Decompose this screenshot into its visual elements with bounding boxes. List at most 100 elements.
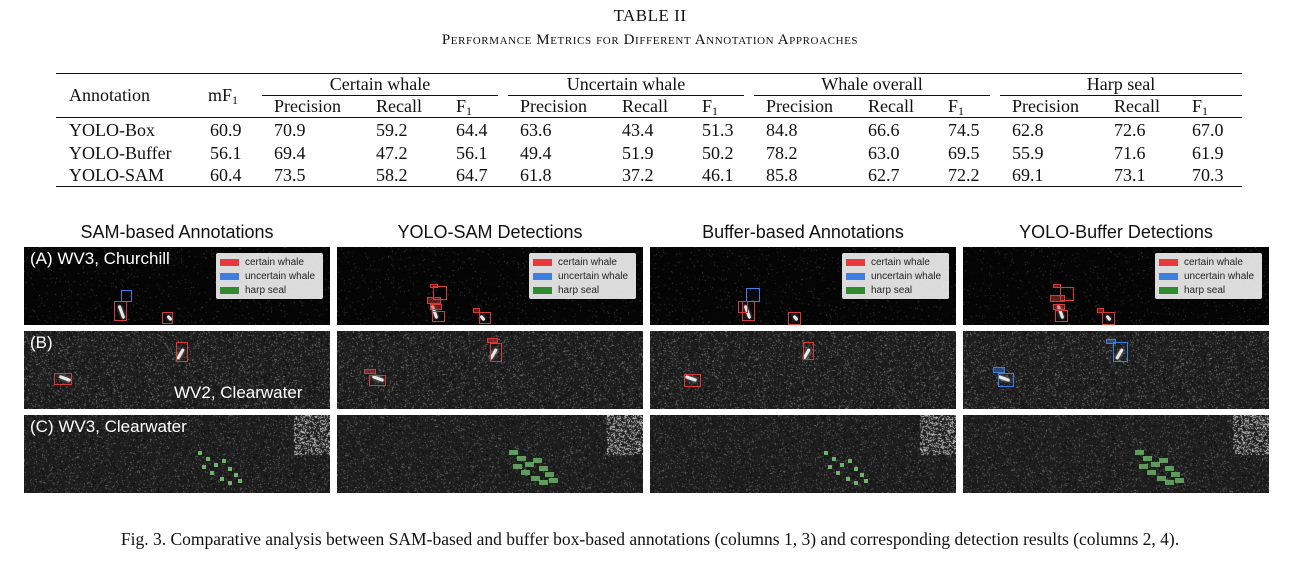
bounding-box (430, 304, 442, 310)
seal-annotation (846, 477, 850, 481)
image-panel-r1-c2 (650, 331, 956, 409)
seal-annotation (854, 467, 858, 471)
legend-swatch (1159, 272, 1178, 280)
legend: certain whale uncertain whale harp seal (529, 253, 636, 299)
cell-r0-c6: 84.8 (766, 120, 798, 140)
cell-r2-c6: 85.8 (766, 165, 798, 185)
cell-r0-c3: 63.6 (520, 120, 552, 140)
image-panel-r1-c1 (337, 331, 643, 409)
bounding-box (1102, 312, 1115, 325)
seal-detection (1171, 472, 1180, 477)
seal-detection (509, 450, 518, 455)
cell-r0-c1: 59.2 (376, 120, 408, 140)
cell-r0-c2: 64.4 (456, 120, 488, 140)
cell-r1-c1: 47.2 (376, 143, 408, 163)
satellite-texture (650, 415, 956, 493)
legend-entry: uncertain whale (1159, 270, 1254, 283)
bounding-box (1055, 310, 1068, 322)
cell-r2-c11: 70.3 (1192, 165, 1224, 185)
seal-detection (1151, 462, 1160, 467)
seal-detection (1165, 480, 1174, 485)
seal-annotation (202, 465, 206, 469)
image-panel-r1-c3 (963, 331, 1269, 409)
legend-entry: certain whale (1159, 256, 1243, 269)
seal-detection (1157, 476, 1166, 481)
seal-annotation (824, 451, 828, 455)
row-mf1-1: 56.1 (210, 143, 242, 163)
satellite-texture (24, 331, 330, 409)
seal-detection (531, 476, 540, 481)
seal-detection (1147, 470, 1156, 475)
seal-detection (517, 456, 526, 461)
box-fill (430, 284, 438, 288)
legend-entry: uncertain whale (220, 270, 315, 283)
table-top-rule (56, 73, 1242, 74)
subheader-4: Recall (622, 96, 668, 116)
subheader-10: Recall (1114, 96, 1160, 116)
cell-r2-c4: 37.2 (622, 165, 654, 185)
legend-swatch (220, 258, 239, 266)
table-mid-rule (56, 117, 1242, 118)
seal-annotation (854, 481, 858, 485)
bounding-box (432, 311, 445, 322)
bounding-box (114, 301, 127, 321)
group-rule-certain (262, 95, 498, 96)
row-label-2: (C) WV3, Clearwater (30, 417, 187, 436)
bounding-box (430, 284, 438, 288)
box-fill (473, 308, 480, 313)
legend-label: certain whale (558, 257, 617, 268)
cell-r1-c2: 56.1 (456, 143, 488, 163)
seal-annotation (220, 477, 224, 481)
bounding-box (998, 373, 1014, 387)
col-head-yolo-buffer: YOLO-Buffer Detections (1019, 222, 1213, 242)
group-header-3: Harp seal (1086, 74, 1156, 94)
subheader-7: Recall (868, 96, 914, 116)
legend-label: harp seal (1184, 285, 1226, 296)
cell-r1-c8: 69.5 (948, 143, 980, 163)
cell-r2-c9: 69.1 (1012, 165, 1044, 185)
group-rule-overall (754, 95, 990, 96)
bounding-box (1097, 308, 1104, 313)
subheader-9: Precision (1012, 96, 1079, 116)
seal-detection (1159, 458, 1168, 463)
location-label: WV2, Clearwater (174, 383, 303, 402)
row-label-1: (B) (30, 333, 53, 352)
satellite-texture (24, 415, 330, 493)
box-fill (487, 338, 498, 343)
cell-r2-c7: 62.7 (868, 165, 900, 185)
row-name-1: YOLO-Buffer (69, 143, 172, 163)
cell-r1-c0: 69.4 (274, 143, 306, 163)
legend-entry: uncertain whale (846, 270, 941, 283)
bounding-box (788, 312, 801, 325)
bounding-box (54, 373, 72, 385)
table-number: TABLE II (613, 6, 687, 25)
image-panel-r2-c0: (C) WV3, Clearwater (24, 415, 330, 493)
row-mf1-2: 60.4 (210, 165, 242, 185)
legend-label: certain whale (871, 257, 930, 268)
bounding-box (369, 375, 386, 386)
col-head-buffer-annotations: Buffer-based Annotations (702, 222, 904, 242)
cell-r2-c2: 64.7 (456, 165, 488, 185)
box-fill (1053, 304, 1065, 310)
cell-r2-c0: 73.5 (274, 165, 306, 185)
box-fill (1050, 295, 1065, 302)
legend-swatch (846, 272, 865, 280)
seal-detection (545, 472, 554, 477)
legend-entry: certain whale (220, 256, 304, 269)
seal-annotation (222, 459, 226, 463)
legend-swatch (1159, 258, 1178, 266)
seal-annotation (840, 463, 844, 467)
cell-r2-c3: 61.8 (520, 165, 552, 185)
bounding-box (121, 290, 132, 302)
image-panel-r1-c0: (B) WV2, Clearwater (24, 331, 330, 409)
bounding-box (1053, 304, 1065, 310)
subheader-5: F1 (702, 96, 719, 118)
box-fill (364, 369, 376, 374)
box-fill (430, 304, 442, 310)
bounding-box (479, 312, 491, 324)
seal-detection (1175, 478, 1184, 483)
col-head-yolo-sam: YOLO-SAM Detections (397, 222, 583, 242)
seal-detection (549, 478, 558, 483)
legend-swatch (846, 286, 865, 294)
cell-r0-c4: 43.4 (622, 120, 654, 140)
